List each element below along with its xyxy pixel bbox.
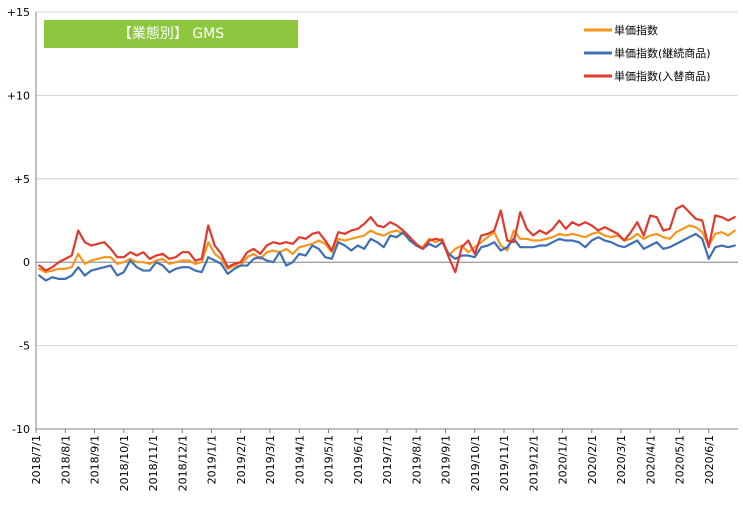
x-tick-label: 2018/9/1 [89, 435, 102, 484]
x-tick-label: 2020/6/1 [703, 435, 716, 484]
x-tick-label: 2019/7/1 [381, 435, 394, 484]
title-box-label: 【業態別】 GMS [118, 26, 224, 42]
legend-label: 単価指数(入替商品) [614, 69, 711, 83]
x-tick-label: 2018/11/1 [147, 435, 160, 491]
y-tick-label: +5 [14, 173, 30, 186]
x-tick-label: 2019/10/1 [469, 435, 482, 491]
x-tick-label: 2019/11/1 [498, 435, 511, 491]
series-line-2 [38, 231, 736, 282]
x-tick-label: 2019/4/1 [293, 435, 306, 484]
x-axis: 2018/7/1 2018/8/1 2018/9/1 2018/10/1 2018/11… [30, 428, 738, 491]
legend-label: 単価指数(継続商品) [614, 46, 711, 60]
title-box-background [44, 20, 298, 48]
y-tick-label: -5 [19, 340, 30, 353]
y-tick-label: 0 [23, 256, 30, 269]
x-tick-label: 2019/5/1 [323, 435, 336, 484]
x-tick-label: 2019/6/1 [352, 435, 365, 484]
y-tick-label: +15 [7, 6, 30, 19]
title-box: 【業態別】 GMS [44, 20, 298, 48]
x-tick-label: 2018/12/1 [176, 435, 189, 491]
x-tick-label: 2018/8/1 [59, 435, 72, 484]
x-tick-label: 2019/3/1 [264, 435, 277, 484]
x-tick-label: 2020/3/1 [615, 435, 628, 484]
series-lines [38, 204, 736, 282]
x-tick-label: 2019/9/1 [440, 435, 453, 484]
x-tick-label: 2019/2/1 [235, 435, 248, 484]
x-tick-label: 2019/8/1 [410, 435, 423, 484]
y-tick-label: +10 [7, 89, 30, 102]
x-tick-label: 2020/4/1 [644, 435, 657, 484]
x-tick-label: 2020/1/1 [557, 435, 570, 484]
x-tick-label: 2019/1/1 [206, 435, 219, 484]
x-tick-label: 2020/5/1 [674, 435, 687, 484]
legend-label: 単価指数 [614, 23, 658, 37]
x-tick-label: 2019/12/1 [527, 435, 540, 491]
x-tick-label: 2018/7/1 [30, 435, 43, 484]
series-line-3 [38, 204, 736, 274]
x-tick-label: 2020/2/1 [586, 435, 599, 484]
x-tick-label: 2018/10/1 [118, 435, 131, 491]
y-tick-label: -10 [12, 423, 30, 436]
